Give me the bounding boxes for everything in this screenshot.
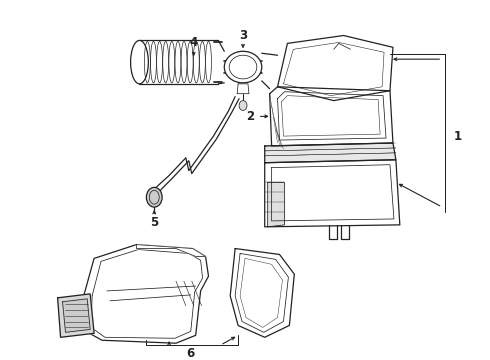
Text: 6: 6 — [187, 347, 195, 360]
Text: 4: 4 — [190, 36, 198, 49]
Text: 3: 3 — [239, 29, 247, 42]
Polygon shape — [270, 87, 393, 146]
Ellipse shape — [239, 100, 247, 111]
Ellipse shape — [131, 40, 148, 84]
Polygon shape — [265, 160, 400, 227]
Polygon shape — [84, 244, 209, 343]
Text: 5: 5 — [150, 216, 158, 229]
Ellipse shape — [224, 51, 262, 83]
Polygon shape — [237, 84, 249, 94]
Polygon shape — [230, 248, 294, 337]
Text: 2: 2 — [246, 110, 254, 123]
Polygon shape — [58, 294, 94, 337]
Text: 1: 1 — [454, 130, 462, 143]
Polygon shape — [63, 299, 90, 332]
Ellipse shape — [147, 188, 162, 207]
Polygon shape — [137, 244, 205, 256]
Polygon shape — [268, 183, 285, 227]
Polygon shape — [277, 36, 393, 100]
Polygon shape — [265, 143, 396, 163]
